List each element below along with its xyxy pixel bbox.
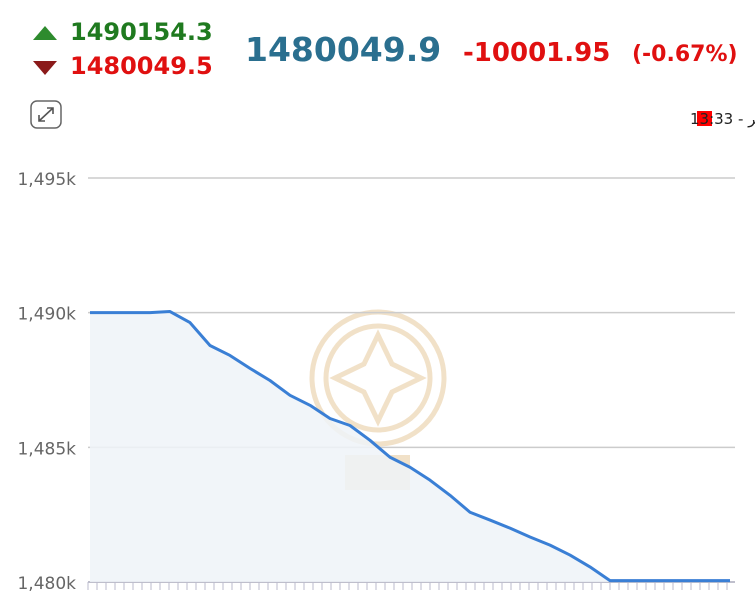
y-tick-label: 1,485k (17, 439, 76, 459)
legend-label: بروزرسانی آمار:25 تیر - 13:33 (690, 110, 755, 128)
area (90, 311, 730, 582)
expand-button[interactable] (30, 100, 62, 130)
up-arrow (33, 26, 57, 40)
last-value: 1480049.9 (245, 30, 442, 69)
line (90, 310, 730, 583)
y-tick-label: 1,490k (17, 305, 76, 325)
y-tick-label: 1,480k (17, 574, 76, 594)
change-value: -10001.95 (463, 38, 611, 68)
low-value: 1480049.5 (70, 52, 213, 80)
change-percent: (-0.67%) (632, 42, 738, 67)
high-value: 1490154.3 (70, 18, 213, 46)
y-tick-label: 1,495k (17, 170, 76, 190)
down-arrow (33, 61, 57, 75)
legend-swatch (697, 111, 712, 126)
